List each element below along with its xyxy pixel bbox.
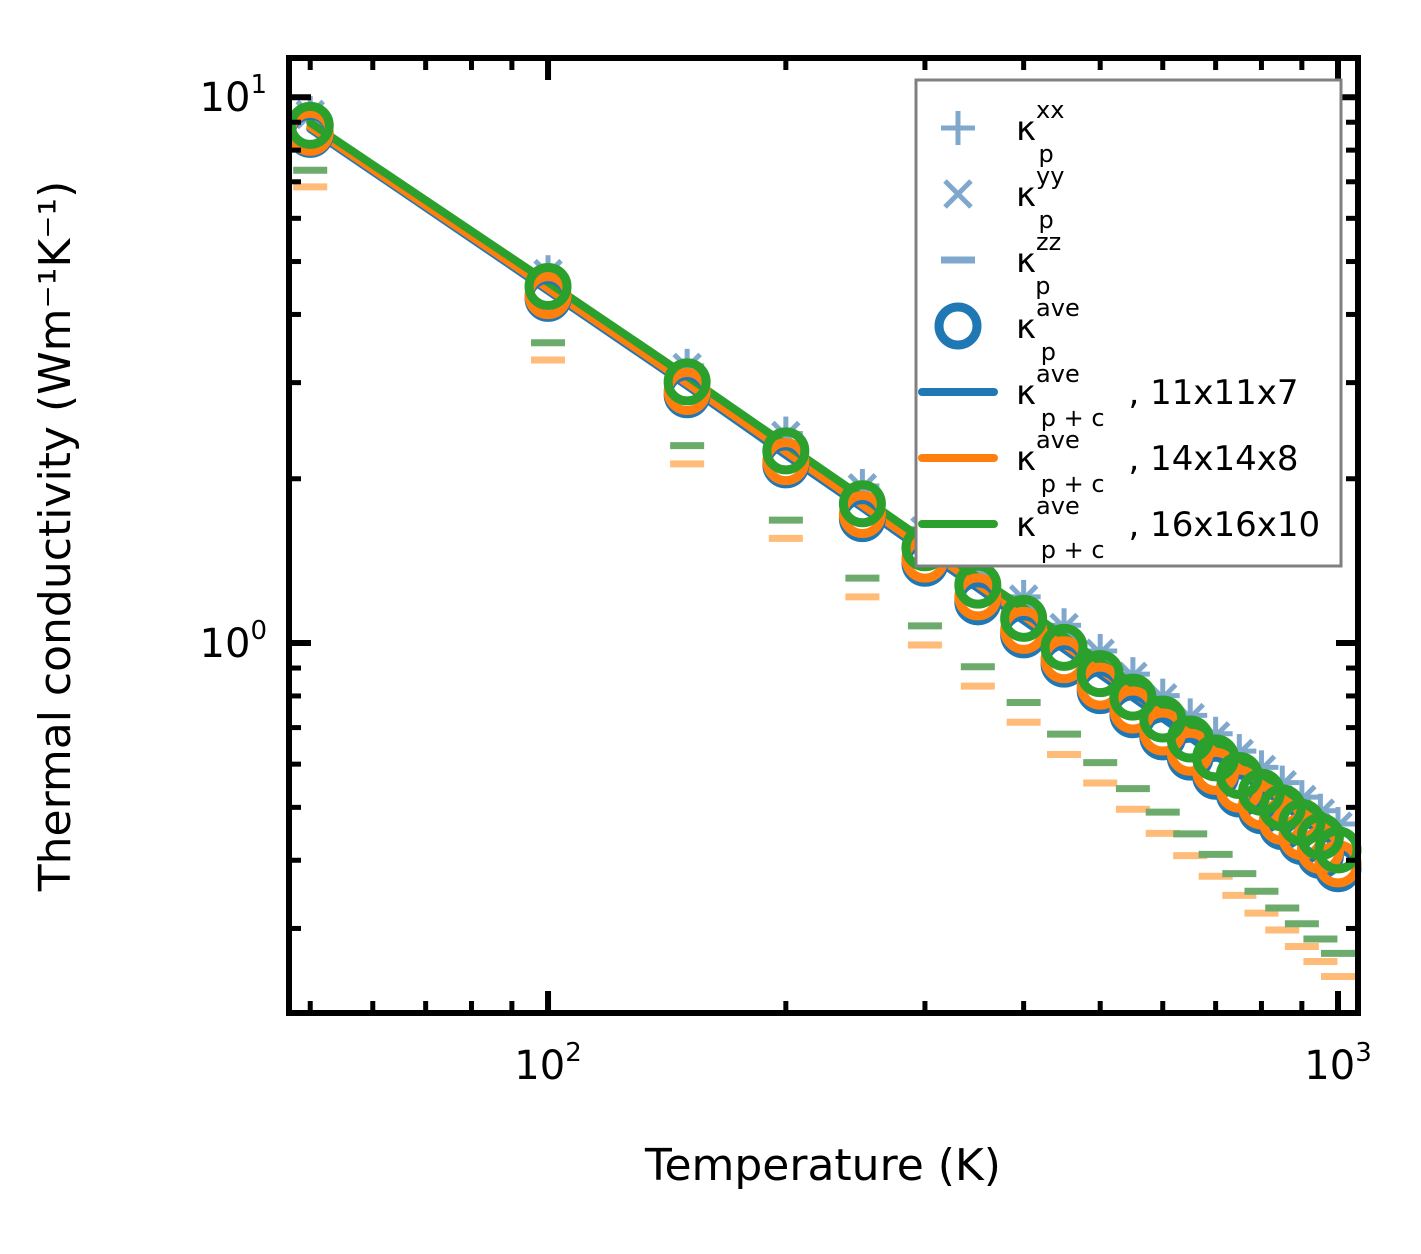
legend-entry[interactable]: κyy p — [943, 162, 1064, 234]
legend-entry[interactable]: κave p + c, 11x11x7 — [918, 360, 1299, 432]
legend-entry[interactable]: κzz p — [941, 228, 1061, 300]
tick-label: 100 — [200, 616, 267, 667]
tick-label: 102 — [514, 1038, 581, 1089]
legend-circle-icon — [934, 302, 982, 350]
legend-entry[interactable]: κave p + c, 14x14x8 — [918, 426, 1299, 498]
x-axis-label: Temperature (K) — [644, 1140, 1001, 1191]
legend-cross-icon — [943, 179, 973, 209]
legend-entry[interactable]: κxx p — [941, 96, 1064, 168]
legend-label: κave p + c, 14x14x8 — [1016, 426, 1299, 498]
series--p-ave-16x16x10 — [286, 101, 1362, 874]
legend-label: κave p + c, 11x11x7 — [1016, 360, 1299, 432]
legend-plus-icon — [941, 111, 975, 145]
series--p-zz-16x16x10- — [293, 166, 1356, 957]
svg-text:Temperature (K): Temperature (K) — [644, 1140, 1001, 1191]
legend-label: κxx p — [1016, 96, 1064, 168]
tick-label: 103 — [1304, 1038, 1371, 1089]
legend-entry[interactable]: κave p — [934, 294, 1080, 366]
tick-labels: 102 103 101 100 — [200, 70, 1372, 1089]
legend-label: κave p + c, 16x16x10 — [1016, 492, 1320, 564]
legend-label: κyy p — [1016, 162, 1064, 234]
plot-data — [286, 96, 1362, 980]
y-axis-label: Thermal conductivity (Wm⁻¹K⁻¹) — [30, 181, 81, 893]
axes-frame — [286, 55, 1361, 1016]
legend-label: κave p — [1016, 294, 1080, 366]
tick-label: 101 — [200, 70, 267, 121]
legend-label: κzz p — [1016, 228, 1061, 300]
legend-entry[interactable]: κave p + c, 16x16x10 — [918, 492, 1320, 564]
svg-text:Thermal conductivity (Wm⁻¹K⁻¹): Thermal conductivity (Wm⁻¹K⁻¹) — [30, 181, 81, 893]
